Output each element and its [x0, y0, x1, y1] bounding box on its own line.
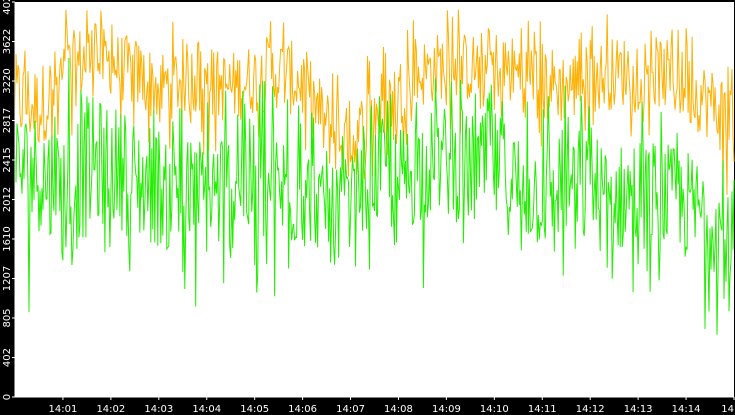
x-tick-label: 14:08 [384, 404, 413, 415]
y-tick-label: 2012 [2, 187, 13, 212]
y-tick-label: 0 [2, 394, 13, 400]
x-tick-label: 14:03 [144, 404, 173, 415]
x-tick-label: 14:02 [96, 404, 125, 415]
x-tick-label: 14:09 [432, 404, 461, 415]
x-tick-label: 14:14 [672, 404, 701, 415]
x-tick-label: 14:10 [480, 404, 509, 415]
x-tick-label: 14 [721, 404, 734, 415]
y-tick-label: 2415 [2, 147, 13, 172]
y-tick-label: 1610 [2, 226, 13, 251]
x-tick-label: 14:04 [192, 404, 221, 415]
series-line-1 [14, 9, 735, 195]
x-tick-label: 14:11 [528, 404, 557, 415]
x-tick-label: 14:07 [336, 404, 365, 415]
y-tick-label: 3622 [2, 29, 13, 54]
x-tick-label: 14:05 [240, 404, 269, 415]
y-tick-label: 4025 [2, 0, 13, 15]
y-tick-label: 3220 [2, 68, 13, 93]
y-axis-ticks: 0 402 805 1207 1610 2012 2415 2817 3220 3622 4025 [2, 0, 15, 400]
series-line-2 [14, 57, 735, 335]
x-tick-label: 14:01 [49, 404, 78, 415]
x-tick-label: 14:06 [288, 404, 317, 415]
y-tick-label: 402 [2, 348, 13, 367]
x-axis-ticks: 14:01 14:02 14:03 14:04 14:05 14:06 14:07 14:08… [49, 397, 735, 415]
series-layer [14, 9, 735, 335]
y-tick-label: 805 [2, 308, 13, 327]
x-tick-label: 14:12 [576, 404, 605, 415]
x-tick-label: 14:13 [624, 404, 653, 415]
y-tick-label: 2817 [2, 108, 13, 133]
y-tick-label: 1207 [2, 266, 13, 291]
